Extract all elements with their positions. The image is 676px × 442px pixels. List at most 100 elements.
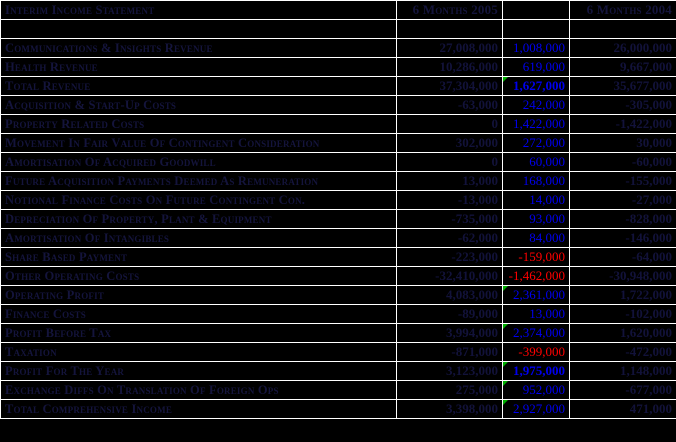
cell-variance-value[interactable]: 2,374,000	[502, 323, 570, 343]
cell-2005-value[interactable]: 3,123,000	[396, 361, 503, 381]
cell-2005-value[interactable]: -735,000	[396, 209, 503, 229]
table-row: Profit Before Tax 3,994,000 2,374,000 1,…	[0, 323, 676, 343]
cell-2005-value[interactable]: -89,000	[396, 304, 503, 324]
cell-variance-value[interactable]: 168,000	[502, 171, 570, 191]
row-label[interactable]: Exchange Diffs On Translation Of Foreign…	[0, 380, 397, 400]
row-label[interactable]: Movement In Fair Value Of Contingent Con…	[0, 133, 397, 153]
cell-2004-value[interactable]: 9,667,000	[569, 57, 676, 77]
cell-2004-value[interactable]: -828,000	[569, 209, 676, 229]
cell-variance-value[interactable]: 2,927,000	[502, 399, 570, 419]
cell-variance-value[interactable]: 272,000	[502, 133, 570, 153]
cell-2004-value[interactable]: -146,000	[569, 228, 676, 248]
cell-variance-value[interactable]: -1,462,000	[502, 266, 570, 286]
row-label[interactable]: Notional Finance Costs On Future Conting…	[0, 190, 397, 210]
cell-2004-value[interactable]: -305,000	[569, 95, 676, 115]
table-row: Future Acquisition Payments Deemed As Re…	[0, 171, 676, 191]
cell-2004-value[interactable]: -155,000	[569, 171, 676, 191]
row-label[interactable]: Profit Before Tax	[0, 323, 397, 343]
cell-2005-value[interactable]: 27,008,000	[396, 38, 503, 58]
row-label[interactable]: Taxation	[0, 342, 397, 362]
row-label[interactable]: Profit For The Year	[0, 361, 397, 381]
row-label[interactable]: Operating Profit	[0, 285, 397, 305]
cell-2005-value[interactable]: 3,398,000	[396, 399, 503, 419]
row-label[interactable]: Total Revenue	[0, 76, 397, 96]
cell-2004-value[interactable]: -30,948,000	[569, 266, 676, 286]
cell-2005-value[interactable]: 4,083,000	[396, 285, 503, 305]
cell-variance-value[interactable]: 619,000	[502, 57, 570, 77]
cell-variance-value[interactable]: 1,008,000	[502, 38, 570, 58]
cell-2004-value[interactable]: -472,000	[569, 342, 676, 362]
row-label[interactable]: Finance Costs	[0, 304, 397, 324]
table-row: Taxation -871,000 -399,000 -472,000	[0, 342, 676, 362]
col-header-2005[interactable]: 6 Months 2005	[396, 0, 503, 20]
cell-variance-value[interactable]: 242,000	[502, 95, 570, 115]
table-row: Movement In Fair Value Of Contingent Con…	[0, 133, 676, 153]
cell-2004-value[interactable]: 30,000	[569, 133, 676, 153]
cell-2005-value[interactable]: -32,410,000	[396, 266, 503, 286]
empty-cell[interactable]	[0, 19, 397, 39]
table-row: Communications & Insights Revenue 27,008…	[0, 38, 676, 58]
table-row: Profit For The Year 3,123,000 1,975,000 …	[0, 361, 676, 381]
empty-cell[interactable]	[396, 19, 503, 39]
cell-2005-value[interactable]: -63,000	[396, 95, 503, 115]
cell-2004-value[interactable]: -102,000	[569, 304, 676, 324]
cell-2004-value[interactable]: 471,000	[569, 399, 676, 419]
cell-2004-value[interactable]: -677,000	[569, 380, 676, 400]
cell-variance-value[interactable]: 952,000	[502, 380, 570, 400]
col-header-variance[interactable]	[502, 0, 570, 20]
row-label[interactable]: Future Acquisition Payments Deemed As Re…	[0, 171, 397, 191]
cell-2005-value[interactable]: -13,000	[396, 190, 503, 210]
empty-cell[interactable]	[569, 19, 676, 39]
cell-2005-value[interactable]: 37,304,000	[396, 76, 503, 96]
row-label[interactable]: Property Related Costs	[0, 114, 397, 134]
cell-2004-value[interactable]: 35,677,000	[569, 76, 676, 96]
cell-2004-value[interactable]: -60,000	[569, 152, 676, 172]
cell-variance-value[interactable]: 84,000	[502, 228, 570, 248]
cell-variance-value[interactable]: 60,000	[502, 152, 570, 172]
cell-2005-value[interactable]: -223,000	[396, 247, 503, 267]
cell-2004-value[interactable]: 1,722,000	[569, 285, 676, 305]
row-label[interactable]: Acquisition & Start-Up Costs	[0, 95, 397, 115]
cell-2005-value[interactable]: -871,000	[396, 342, 503, 362]
cell-variance-value[interactable]: 14,000	[502, 190, 570, 210]
cell-variance-value[interactable]: 13,000	[502, 304, 570, 324]
empty-cell[interactable]	[502, 19, 570, 39]
cell-variance-value[interactable]: -159,000	[502, 247, 570, 267]
cell-variance-value[interactable]: 1,422,000	[502, 114, 570, 134]
cell-2005-value[interactable]: 0	[396, 152, 503, 172]
cell-2005-value[interactable]: 302,000	[396, 133, 503, 153]
cell-2005-value[interactable]: 275,000	[396, 380, 503, 400]
cell-variance-value[interactable]: 1,627,000	[502, 76, 570, 96]
cell-2005-value[interactable]: -62,000	[396, 228, 503, 248]
cell-variance-value[interactable]: 93,000	[502, 209, 570, 229]
cell-variance-value[interactable]: 2,361,000	[502, 285, 570, 305]
cell-2005-value[interactable]: 0	[396, 114, 503, 134]
cell-variance-value[interactable]: 1,975,000	[502, 361, 570, 381]
table-row: Total Comprehensive Income 3,398,000 2,9…	[0, 399, 676, 419]
cell-2004-value[interactable]: 1,620,000	[569, 323, 676, 343]
cell-2004-value[interactable]: -27,000	[569, 190, 676, 210]
row-label[interactable]: Other Operating Costs	[0, 266, 397, 286]
cell-2005-value[interactable]: 3,994,000	[396, 323, 503, 343]
cell-2004-value[interactable]: 26,000,000	[569, 38, 676, 58]
row-label[interactable]: Health Revenue	[0, 57, 397, 77]
income-statement-table: Interim Income Statement 6 Months 2005 6…	[0, 0, 676, 419]
col-header-2004[interactable]: 6 Months 2004	[569, 0, 676, 20]
cell-2004-value[interactable]: -1,422,000	[569, 114, 676, 134]
cell-2005-value[interactable]: 10,286,000	[396, 57, 503, 77]
cell-2005-value[interactable]: 13,000	[396, 171, 503, 191]
cell-2004-value[interactable]: -64,000	[569, 247, 676, 267]
table-row: Acquisition & Start-Up Costs -63,000 242…	[0, 95, 676, 115]
cell-flag-indicator	[503, 77, 508, 82]
row-label[interactable]: Total Comprehensive Income	[0, 399, 397, 419]
cell-flag-indicator	[503, 400, 508, 405]
row-label[interactable]: Depreciation Of Property, Plant & Equipm…	[0, 209, 397, 229]
cell-2004-value[interactable]: 1,148,000	[569, 361, 676, 381]
row-label[interactable]: Share Based Payment	[0, 247, 397, 267]
row-label[interactable]: Amortisation Of Intangibles	[0, 228, 397, 248]
row-label[interactable]: Communications & Insights Revenue	[0, 38, 397, 58]
sheet-title-cell[interactable]: Interim Income Statement	[0, 0, 397, 20]
table-row: Operating Profit 4,083,000 2,361,000 1,7…	[0, 285, 676, 305]
cell-variance-value[interactable]: -399,000	[502, 342, 570, 362]
row-label[interactable]: Amortisation Of Acquired Goodwill	[0, 152, 397, 172]
